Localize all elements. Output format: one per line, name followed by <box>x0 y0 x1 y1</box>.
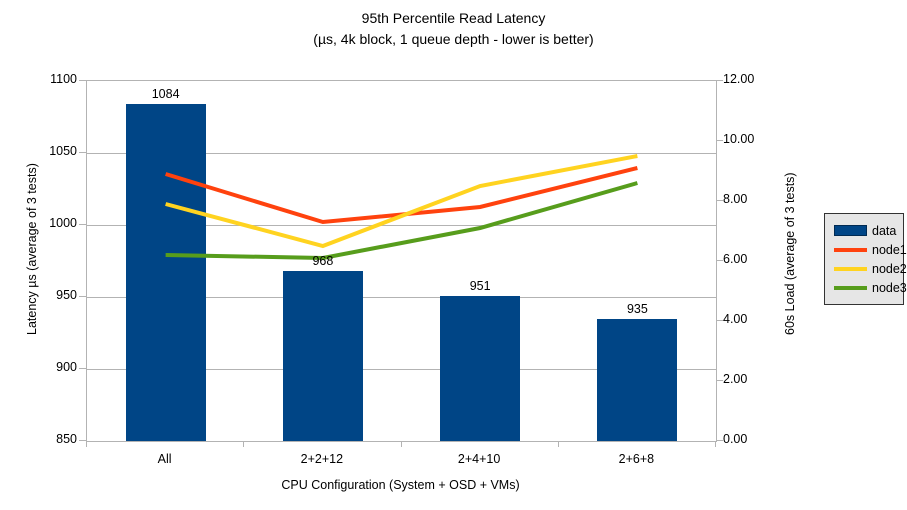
legend-swatch-node2-line-icon <box>834 266 867 271</box>
x-axis-tick-mark <box>86 441 87 447</box>
right-axis-tick-mark <box>716 80 723 81</box>
right-axis-tick-label: 10.00 <box>723 132 755 146</box>
right-axis-tick-mark <box>716 320 723 321</box>
legend-item-node2: node2 <box>825 259 907 278</box>
legend-swatch-data-bar-icon <box>834 225 867 236</box>
left-axis-tick-label: 1100 <box>50 72 77 86</box>
bar-data-label: 951 <box>469 278 491 293</box>
x-tick-label: 2+6+8 <box>618 452 655 466</box>
plot-area: 1084 968 951 935 <box>86 80 717 442</box>
right-axis-tick-mark <box>716 260 723 261</box>
legend: data node1 node2 node3 <box>824 213 907 305</box>
left-axis-tick-label: 1000 <box>49 216 77 230</box>
left-axis-tick-mark <box>79 80 86 81</box>
right-axis-tick-mark <box>716 440 723 441</box>
gridline <box>87 152 716 154</box>
x-axis-title: CPU Configuration (System + OSD + VMs) <box>281 478 520 492</box>
legend-label: node2 <box>872 261 907 276</box>
legend-item-node1: node1 <box>825 240 907 259</box>
y-axis-title-right: 60s Load (average of 3 tests) <box>783 172 797 335</box>
gridline <box>87 368 716 370</box>
x-axis-tick-mark <box>243 441 245 447</box>
left-axis-tick-label: 900 <box>56 360 77 374</box>
chart-title: 95th Percentile Read Latency <box>361 10 546 26</box>
right-axis-tick-label: 0.00 <box>723 432 748 446</box>
right-axis-tick-mark <box>716 380 723 381</box>
bar-2-6-8 <box>597 318 678 441</box>
left-axis-tick-label: 950 <box>56 288 77 302</box>
right-axis-tick-label: 6.00 <box>723 252 748 266</box>
left-axis-tick-mark <box>79 152 86 153</box>
bar-data-label: 1084 <box>151 87 180 102</box>
x-tick-label: All <box>157 452 172 466</box>
x-axis-tick-mark <box>557 441 559 447</box>
left-axis-tick-mark <box>79 296 86 297</box>
right-axis-tick-mark <box>716 200 723 201</box>
legend-swatch-node1-line-icon <box>834 247 867 252</box>
bar-2-4-10 <box>440 295 521 441</box>
left-axis-tick-label: 850 <box>56 432 77 446</box>
line-series-layer <box>165 154 638 261</box>
x-axis-tick-mark <box>400 441 402 447</box>
gridline <box>87 224 716 226</box>
left-axis-tick-mark <box>79 368 86 369</box>
line-node2 <box>165 154 638 249</box>
left-axis-tick-label: 1050 <box>49 144 77 158</box>
legend-label: node3 <box>872 280 907 295</box>
chart-subtitle: (µs, 4k block, 1 queue depth - lower is … <box>313 31 594 47</box>
legend-item-data: data <box>825 221 903 240</box>
bar-2-2-12 <box>282 271 363 441</box>
left-axis-tick-mark <box>79 440 86 441</box>
gridline <box>87 296 716 298</box>
x-tick-label: 2+2+12 <box>300 452 344 466</box>
left-axis-tick-mark <box>79 224 86 225</box>
x-tick-label: 2+4+10 <box>457 452 501 466</box>
right-axis-tick-label: 4.00 <box>723 312 748 326</box>
bar-data-label: 935 <box>626 301 648 316</box>
bar-all <box>125 104 206 441</box>
y-axis-title-left: Latency µs (average of 3 tests) <box>25 163 39 335</box>
x-axis-tick-mark <box>715 441 716 447</box>
legend-label: node1 <box>872 242 907 257</box>
right-axis-tick-mark <box>716 140 723 141</box>
legend-swatch-node3-line-icon <box>834 285 867 290</box>
right-axis-tick-label: 2.00 <box>723 372 748 386</box>
right-axis-tick-label: 12.00 <box>723 72 755 86</box>
right-axis-tick-label: 8.00 <box>723 192 748 206</box>
chart-title-block: 95th Percentile Read Latency (µs, 4k blo… <box>0 8 907 50</box>
bar-data-label: 968 <box>312 254 334 269</box>
legend-label: data <box>872 223 897 238</box>
legend-item-node3: node3 <box>825 278 907 297</box>
line-node3 <box>165 181 638 261</box>
